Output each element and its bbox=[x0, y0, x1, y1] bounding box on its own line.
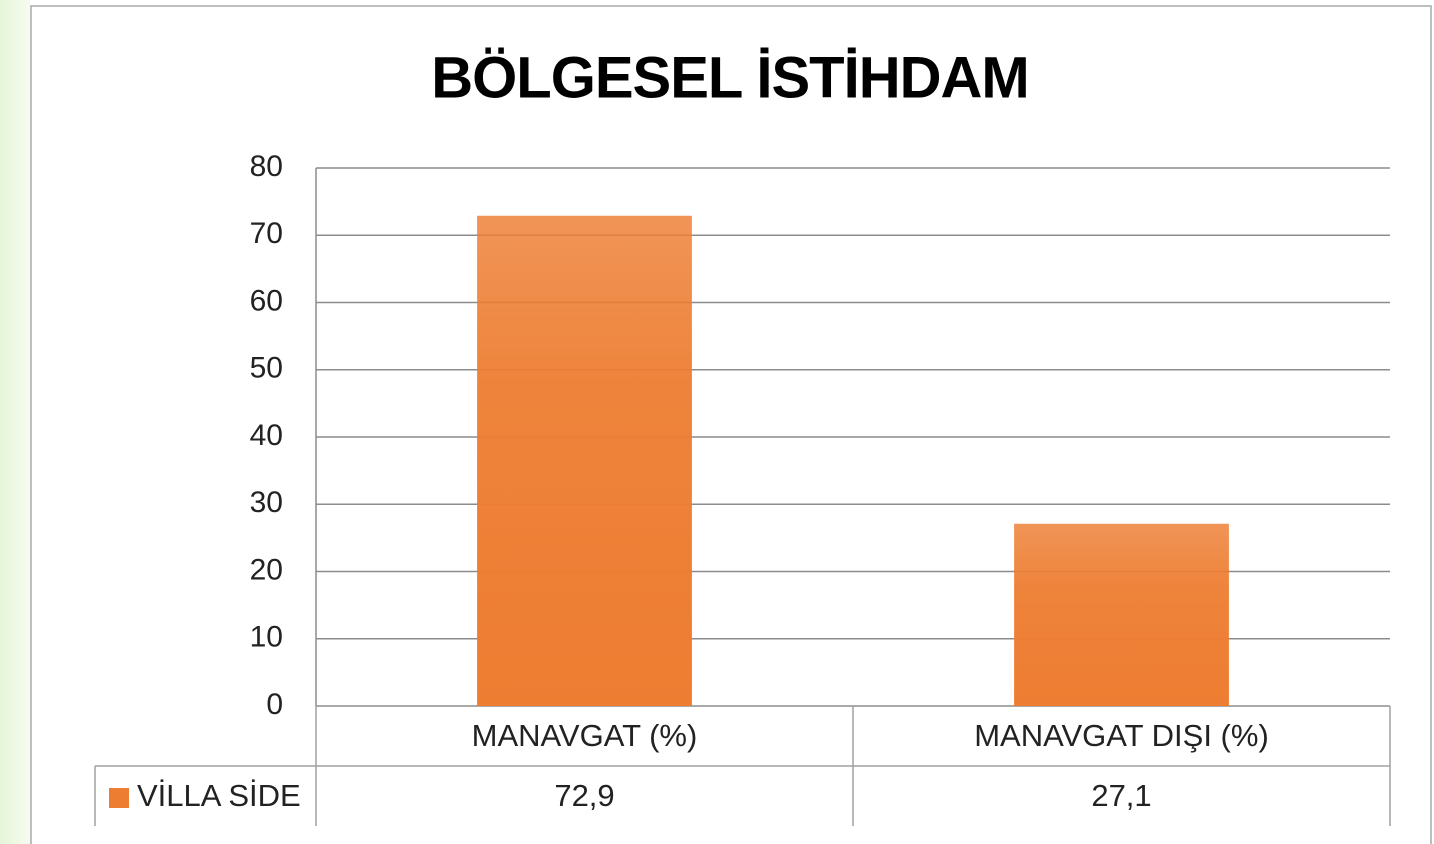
side-strip bbox=[0, 0, 30, 844]
x-tick-label: MANAVGAT DIŞI (%) bbox=[974, 718, 1269, 753]
legend-label: VİLLA SİDE bbox=[137, 778, 301, 813]
y-tick-label: 70 bbox=[250, 217, 283, 250]
bar bbox=[1014, 523, 1229, 706]
y-tick-label: 40 bbox=[250, 419, 283, 452]
y-tick-label: 50 bbox=[250, 352, 283, 385]
y-tick-label: 80 bbox=[250, 150, 283, 183]
y-tick-label: 30 bbox=[250, 486, 283, 519]
data-label: 27,1 bbox=[1091, 778, 1151, 813]
y-tick-label: 60 bbox=[250, 284, 283, 317]
y-tick-label: 0 bbox=[266, 688, 283, 721]
bar bbox=[477, 215, 692, 706]
chart-title: BÖLGESEL İSTİHDAM bbox=[431, 45, 1028, 110]
legend-swatch bbox=[109, 788, 129, 808]
x-tick-label: MANAVGAT (%) bbox=[472, 718, 698, 753]
data-label: 72,9 bbox=[554, 778, 614, 813]
y-tick-label: 20 bbox=[250, 553, 283, 586]
y-tick-label: 10 bbox=[250, 621, 283, 654]
